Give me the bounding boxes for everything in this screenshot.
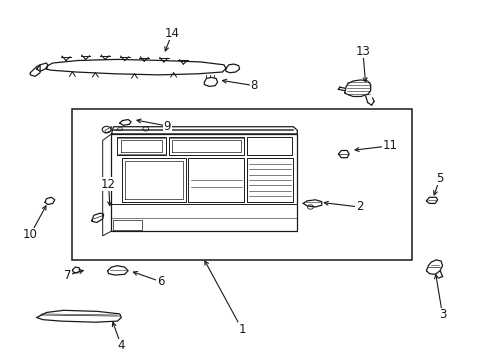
Text: 7: 7 bbox=[63, 269, 71, 282]
Text: 5: 5 bbox=[435, 172, 443, 185]
Text: 12: 12 bbox=[101, 178, 116, 191]
Text: 9: 9 bbox=[163, 120, 171, 132]
Text: 6: 6 bbox=[156, 275, 164, 288]
Text: 11: 11 bbox=[382, 139, 397, 152]
Bar bbox=[72, 109, 411, 260]
Text: 13: 13 bbox=[355, 45, 369, 58]
Text: 2: 2 bbox=[355, 201, 363, 213]
Text: 4: 4 bbox=[117, 339, 125, 352]
Text: 14: 14 bbox=[164, 27, 179, 40]
Text: 10: 10 bbox=[23, 228, 38, 241]
Text: 3: 3 bbox=[438, 309, 446, 321]
Text: 8: 8 bbox=[250, 79, 258, 92]
Text: 1: 1 bbox=[238, 323, 245, 336]
